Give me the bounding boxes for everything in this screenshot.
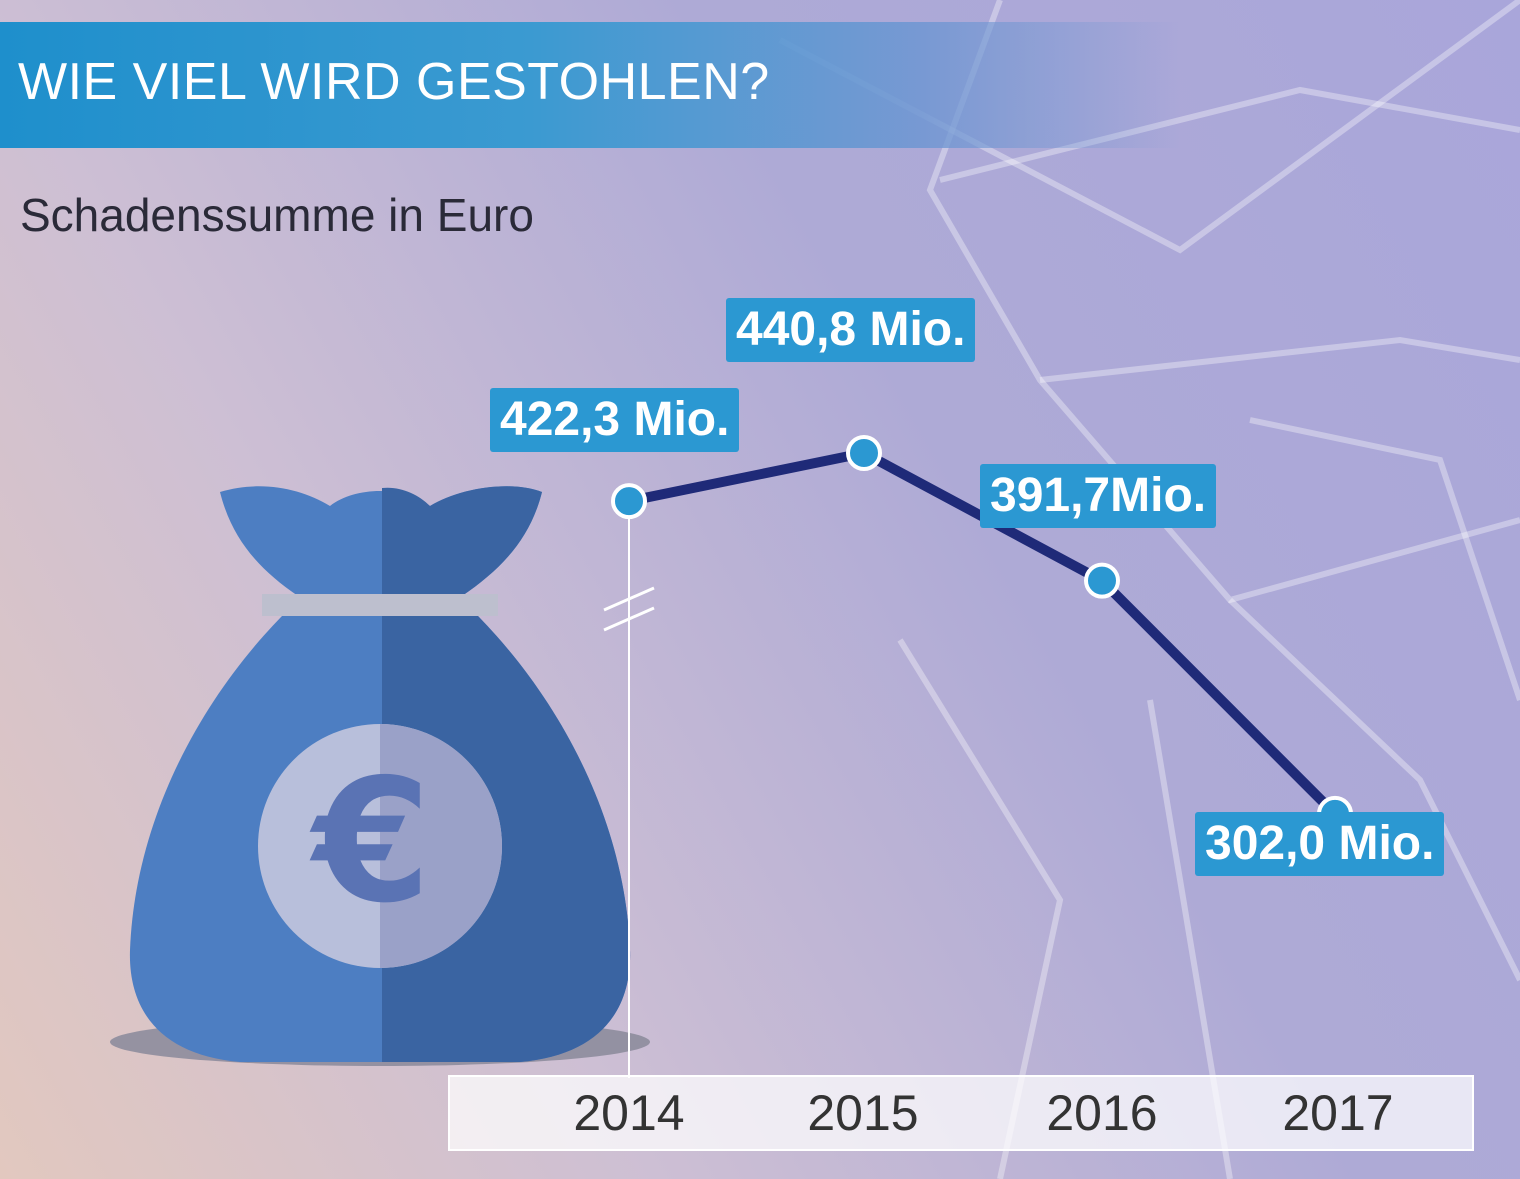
x-tick-label-2016: 2016 <box>1046 1085 1158 1141</box>
data-label-2014: 422,3 Mio. <box>490 388 740 452</box>
data-point-2016 <box>1084 562 1120 599</box>
data-label-2017: 302,0 Mio. <box>1195 812 1445 876</box>
chart-title: WIE VIEL WIRD GESTOHLEN? <box>18 53 770 111</box>
data-point-2015 <box>846 435 882 471</box>
x-tick-label-2015: 2015 <box>807 1085 919 1141</box>
data-label-2015: 440,8 Mio. <box>726 298 976 362</box>
data-label-2016: 391,7Mio. <box>980 464 1217 528</box>
data-point-2014 <box>611 483 647 520</box>
svg-text:€: € <box>309 743 431 941</box>
title-bar <box>0 22 1180 148</box>
chart-subtitle: Schadenssumme in Euro <box>20 189 534 241</box>
x-tick-label-2017: 2017 <box>1282 1085 1394 1141</box>
x-tick-label-2014: 2014 <box>573 1085 685 1141</box>
x-axis-box <box>448 1075 1474 1151</box>
